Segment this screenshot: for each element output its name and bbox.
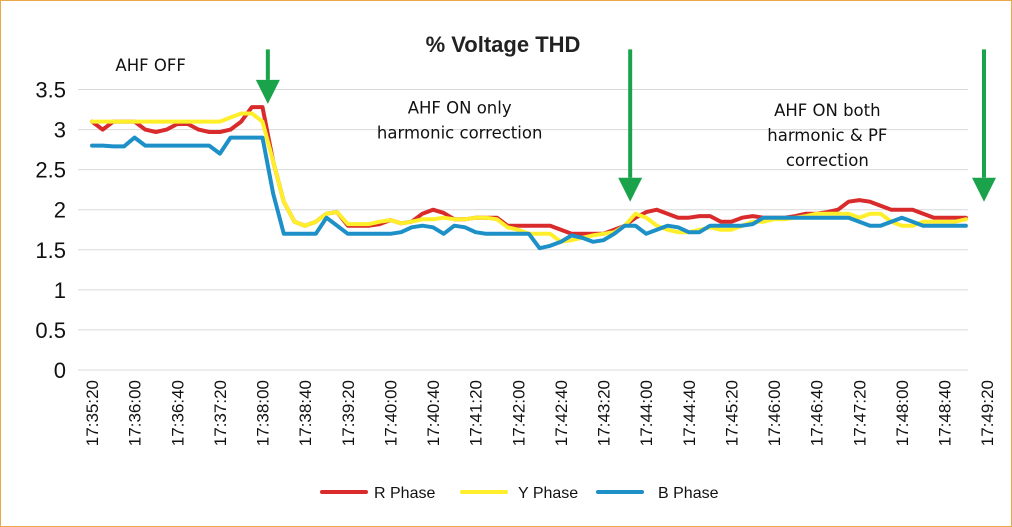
y-tick-label: 0 xyxy=(54,358,66,383)
chart-title: % Voltage THD xyxy=(426,32,581,57)
annotation-text: correction xyxy=(786,151,869,170)
x-tick-label: 17:38:00 xyxy=(254,380,273,446)
annotations: AHF OFF AHF ON only harmonic correction AHF… xyxy=(115,56,887,170)
y-tick-label: 3 xyxy=(54,118,66,143)
x-tick-label: 17:43:20 xyxy=(595,380,614,446)
x-tick-label: 17:42:40 xyxy=(552,380,571,446)
x-tick-label: 17:44:00 xyxy=(637,380,656,446)
y-tick-label: 2 xyxy=(54,198,66,223)
x-tick-label: 17:44:40 xyxy=(680,380,699,446)
legend-label-y-phase: Y Phase xyxy=(518,485,578,502)
x-tick-label: 17:37:20 xyxy=(211,380,230,446)
x-axis-ticks: 17:35:20 17:36:00 17:36:40 17:37:20 17:38:00… xyxy=(83,380,997,446)
event-arrow-head xyxy=(255,79,280,104)
x-tick-label: 17:46:40 xyxy=(808,380,827,446)
x-tick-label: 17:36:00 xyxy=(126,380,145,446)
series-line-b-phase xyxy=(90,135,968,251)
legend: R Phase Y Phase B Phase xyxy=(320,485,719,502)
y-tick-label: 0.5 xyxy=(35,318,66,343)
annotation-text: AHF ON both xyxy=(774,101,881,120)
x-tick-label: 17:36:40 xyxy=(168,380,187,446)
event-arrow-head xyxy=(971,177,996,202)
x-tick-label: 17:40:00 xyxy=(381,380,400,446)
y-tick-label: 3.5 xyxy=(35,78,66,103)
y-axis-ticks: 3.5 3 2.5 2 1.5 1 0.5 0 xyxy=(35,78,66,384)
x-tick-label: 17:42:00 xyxy=(509,380,528,446)
event-arrow-head xyxy=(618,177,643,202)
y-tick-label: 2.5 xyxy=(35,158,66,183)
event-arrows xyxy=(255,49,996,202)
x-tick-label: 17:41:20 xyxy=(467,380,486,446)
legend-label-b-phase: B Phase xyxy=(658,485,719,502)
x-tick-label: 17:47:20 xyxy=(850,380,869,446)
annotation-text: AHF OFF xyxy=(115,56,185,75)
x-tick-label: 17:39:20 xyxy=(339,380,358,446)
x-tick-label: 17:46:00 xyxy=(765,380,784,446)
annotation-text: harmonic correction xyxy=(377,124,543,143)
y-tick-label: 1.5 xyxy=(35,238,66,263)
annotation-text: harmonic & PF xyxy=(767,126,887,145)
x-tick-label: 17:48:40 xyxy=(936,380,955,446)
y-tick-label: 1 xyxy=(54,278,66,303)
x-tick-label: 17:35:20 xyxy=(83,380,102,446)
x-tick-label: 17:45:20 xyxy=(722,380,741,446)
x-tick-label: 17:40:40 xyxy=(424,380,443,446)
x-tick-label: 17:38:40 xyxy=(296,380,315,446)
series-lines xyxy=(90,105,968,251)
annotation-text: AHF ON only xyxy=(408,99,512,118)
legend-label-r-phase: R Phase xyxy=(374,485,435,502)
x-tick-label: 17:48:00 xyxy=(893,380,912,446)
x-tick-label: 17:49:20 xyxy=(978,380,997,446)
